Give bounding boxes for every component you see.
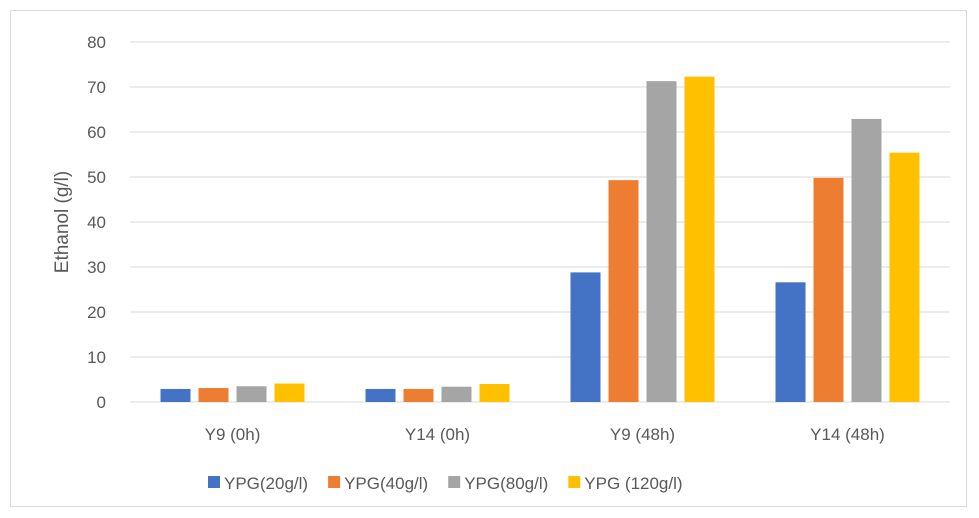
y-tick-label: 50 <box>87 168 106 187</box>
bars <box>160 76 920 403</box>
y-tick-labels: 0 10 20 30 40 50 60 70 80 <box>87 33 106 412</box>
legend-label: YPG(20g/l) <box>224 474 308 493</box>
bar <box>889 152 920 402</box>
bar <box>608 180 639 402</box>
bar <box>441 386 472 402</box>
bar <box>684 76 715 403</box>
legend-label: YPG (120g/l) <box>584 474 682 493</box>
bar <box>570 272 601 402</box>
y-tick-label: 80 <box>87 33 106 52</box>
bar <box>274 383 305 402</box>
y-tick-label: 30 <box>87 258 106 277</box>
bar <box>198 388 229 402</box>
legend: YPG(20g/l) YPG(40g/l) YPG(80g/l) YPG (120g/… <box>208 474 683 493</box>
x-tick-label: Y14 (48h) <box>810 425 885 444</box>
bar <box>403 388 434 402</box>
legend-swatch <box>208 476 220 488</box>
x-tick-label: Y9 (48h) <box>610 425 675 444</box>
legend-label: YPG(80g/l) <box>464 474 548 493</box>
bar <box>813 177 844 402</box>
x-tick-label: Y14 (0h) <box>405 425 470 444</box>
chart-frame <box>10 10 967 507</box>
y-tick-label: 0 <box>97 393 106 412</box>
legend-swatch <box>568 476 581 488</box>
bar <box>775 282 806 402</box>
y-tick-label: 70 <box>87 78 106 97</box>
bar <box>160 388 191 402</box>
y-tick-label: 20 <box>87 303 106 322</box>
bar <box>479 384 510 402</box>
legend-swatch <box>448 476 461 488</box>
bar <box>646 81 677 403</box>
legend-swatch <box>328 476 341 488</box>
bar <box>236 386 267 402</box>
gridlines <box>130 41 950 403</box>
y-tick-label: 40 <box>87 213 106 232</box>
y-tick-label: 60 <box>87 123 106 142</box>
x-tick-labels: Y9 (0h) Y14 (0h) Y9 (48h) Y14 (48h) <box>205 425 885 444</box>
x-tick-label: Y9 (0h) <box>205 425 261 444</box>
bar <box>365 388 396 402</box>
y-axis-title: Ethanol (g/l) <box>52 171 73 273</box>
y-tick-label: 10 <box>87 348 106 367</box>
legend-label: YPG(40g/l) <box>344 474 428 493</box>
bar <box>851 118 882 402</box>
